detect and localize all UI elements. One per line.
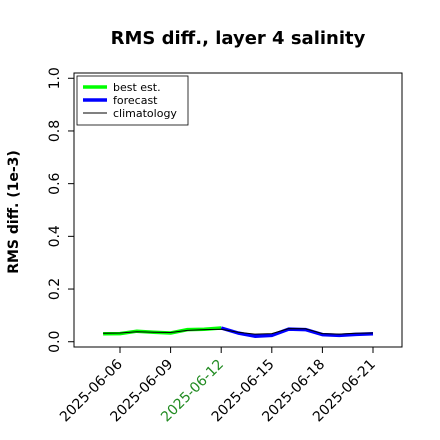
- legend-label-0: best est.: [113, 81, 161, 94]
- y-tick-label-5: 1.0: [47, 67, 63, 89]
- series-layer: [103, 326, 374, 338]
- y-tick-label-1: 0.2: [47, 278, 63, 300]
- y-tick-label-3: 0.6: [47, 172, 63, 194]
- y-tick-label-0: 0.0: [47, 331, 63, 353]
- y-axis-label: RMS diff. (1e-3): [6, 150, 22, 274]
- y-tick-label-4: 0.8: [47, 120, 63, 142]
- plot-frame: [73, 72, 403, 348]
- chart-title: RMS diff., layer 4 salinity: [111, 28, 366, 49]
- series-line-2: [103, 328, 374, 335]
- legend-label-2: climatology: [113, 107, 177, 120]
- series-line-1: [220, 326, 374, 338]
- legend-label-1: forecast: [113, 94, 158, 107]
- y-tick-label-2: 0.4: [47, 225, 63, 247]
